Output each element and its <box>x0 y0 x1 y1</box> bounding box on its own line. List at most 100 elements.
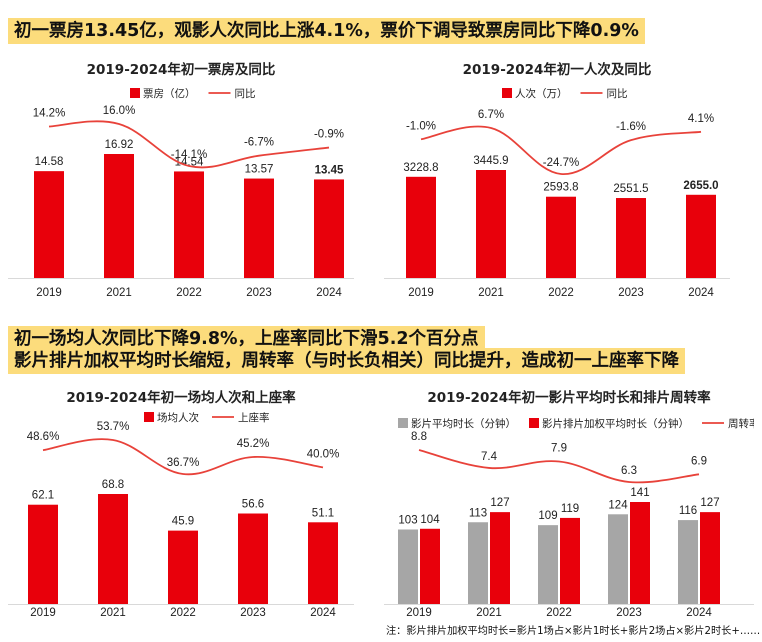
headline-runtime: 影片排片加权平均时长缩短，周转率（与时长负相关）同比提升，造成初一上座率下降 <box>8 348 685 374</box>
legend-label: 影片平均时长（分钟） <box>411 417 516 430</box>
chart-admissions: 2019-2024年初一人次及同比 人次（万） 同比 3228.8 2019 3445.9… <box>384 54 730 304</box>
bar <box>546 196 576 278</box>
bar <box>406 176 436 278</box>
line-value-label: 4.1% <box>688 113 714 125</box>
bar-value-label: 3445.9 <box>473 155 508 167</box>
line-value-label: 53.7% <box>97 421 130 433</box>
bar <box>476 170 506 278</box>
chart-avg-attendance: 2019-2024年初一场均人次和上座率 场均人次 上座率 62.1 2019 68.8 2… <box>8 382 354 622</box>
bar-value-label: 119 <box>561 503 579 515</box>
legend-label: 票房（亿） <box>143 87 196 100</box>
x-tick-label: 2024 <box>686 607 712 619</box>
legend-label: 场均人次 <box>157 411 199 424</box>
bar-value-label: 124 <box>608 499 628 511</box>
x-tick-label: 2019 <box>406 607 432 619</box>
legend-label: 周转率 <box>728 417 754 430</box>
bar <box>168 530 198 604</box>
bar <box>98 494 128 604</box>
legend: 影片平均时长（分钟） 影片排片加权平均时长（分钟） 周转率 <box>398 417 754 430</box>
bar-value-label: 2551.5 <box>613 183 648 195</box>
bar <box>34 171 64 278</box>
legend-label: 同比 <box>607 87 628 100</box>
bar-value-label: 16.92 <box>105 139 134 151</box>
bar <box>630 502 650 604</box>
x-tick-label: 2019 <box>30 607 56 619</box>
legend-swatch <box>502 88 512 98</box>
line-value-label: -1.6% <box>616 121 646 133</box>
bar <box>538 525 558 604</box>
bar <box>314 179 344 278</box>
bar-value-label: 113 <box>469 507 487 519</box>
bar-value-label: 127 <box>490 497 509 509</box>
line-value-label: 16.0% <box>103 105 136 117</box>
bar <box>308 522 338 604</box>
line-value-label: 36.7% <box>167 457 200 469</box>
bar <box>104 154 134 278</box>
bar <box>398 529 418 604</box>
bar <box>686 194 716 278</box>
legend-label: 上座率 <box>238 411 270 424</box>
line-value-label: 7.4 <box>481 451 498 463</box>
bar <box>616 198 646 278</box>
x-tick-label: 2021 <box>478 287 504 299</box>
legend-label: 人次（万） <box>515 87 568 100</box>
legend: 人次（万） 同比 <box>502 87 628 100</box>
legend: 票房（亿） 同比 <box>130 87 256 100</box>
bar-value-label: 62.1 <box>32 490 54 502</box>
line-series <box>42 438 324 476</box>
x-tick-label: 2022 <box>546 607 572 619</box>
x-tick-label: 2024 <box>688 287 714 299</box>
bar-value-label: 3228.8 <box>403 162 438 174</box>
legend-swatch <box>529 418 539 428</box>
x-tick-label: 2023 <box>246 287 272 299</box>
footnote: 注：影片排片加权平均时长=影片1场占×影片1时长+影片2场占×影片2时长+…… <box>386 626 761 637</box>
line-series <box>418 449 700 484</box>
legend-swatch <box>144 412 154 422</box>
bar-value-label: 109 <box>538 510 557 522</box>
line-value-label: 8.8 <box>411 431 427 443</box>
line-value-label: -1.0% <box>406 120 436 132</box>
line-value-label: 48.6% <box>27 431 60 443</box>
line-value-label: 40.0% <box>307 448 340 460</box>
chart-title: 2019-2024年初一场均人次和上座率 <box>66 389 296 406</box>
bar-value-label: 45.9 <box>172 516 194 528</box>
bar <box>238 513 268 604</box>
headline-box-office: 初一票房13.45亿，观影人次同比上涨4.1%，票价下调导致票房同比下降0.9% <box>8 18 645 44</box>
x-tick-label: 2021 <box>476 607 502 619</box>
x-tick-label: 2022 <box>176 287 202 299</box>
x-tick-label: 2023 <box>240 607 266 619</box>
line-series <box>48 120 330 169</box>
x-tick-label: 2022 <box>548 287 574 299</box>
chart-box-office: 2019-2024年初一票房及同比 票房（亿） 同比 14.58 2019 16.92 20… <box>8 54 354 304</box>
x-tick-label: 2021 <box>100 607 126 619</box>
line-value-label: 7.9 <box>551 443 567 455</box>
line-value-label: -14.1% <box>171 149 207 161</box>
legend: 场均人次 上座率 <box>144 411 270 424</box>
x-tick-label: 2022 <box>170 607 196 619</box>
legend-label: 影片排片加权平均时长（分钟） <box>542 417 689 430</box>
legend-swatch <box>130 88 140 98</box>
x-tick-label: 2024 <box>316 287 342 299</box>
bar-value-label: 14.54 <box>175 156 204 168</box>
bar <box>244 178 274 278</box>
legend-label: 同比 <box>235 87 256 100</box>
bar-value-label: 116 <box>679 505 697 517</box>
line-value-label: -0.9% <box>314 129 344 141</box>
x-tick-label: 2019 <box>408 287 434 299</box>
bar-value-label: 127 <box>700 497 719 509</box>
bar <box>560 517 580 604</box>
line-value-label: 6.9 <box>691 455 707 467</box>
bar-value-label: 56.6 <box>242 499 264 511</box>
bar-value-label: 51.1 <box>312 507 334 519</box>
bar <box>678 520 698 604</box>
chart-runtime-turnover: 2019-2024年初一影片平均时长和排片周转率 影片平均时长（分钟） 影片排片加权… <box>384 382 754 622</box>
x-tick-label: 2023 <box>616 607 642 619</box>
x-tick-label: 2019 <box>36 287 62 299</box>
bar-value-label: 13.57 <box>245 164 274 176</box>
line-series <box>420 125 702 175</box>
bar-value-label: 13.45 <box>315 164 344 176</box>
bar <box>420 528 440 604</box>
line-value-label: 6.7% <box>478 109 504 121</box>
bar <box>28 504 58 604</box>
chart-title: 2019-2024年初一票房及同比 <box>87 61 276 78</box>
